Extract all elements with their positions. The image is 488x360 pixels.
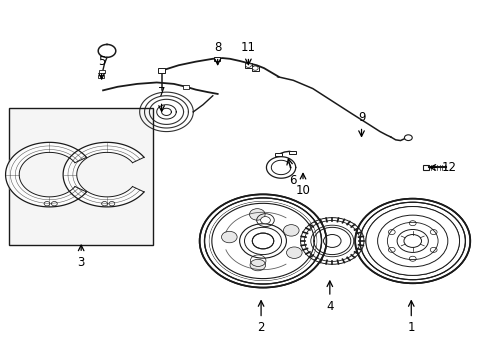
Bar [422,165,428,170]
Polygon shape [63,142,144,207]
Circle shape [252,233,273,249]
Circle shape [209,202,316,280]
Text: 3: 3 [77,245,84,269]
Circle shape [249,259,265,271]
Text: 9: 9 [357,111,365,136]
Text: 8: 8 [214,41,221,65]
Circle shape [365,207,459,275]
Text: 11: 11 [241,41,255,65]
Circle shape [260,217,270,224]
Bar [244,63,251,68]
Bar [98,75,104,78]
Polygon shape [5,142,86,207]
Text: 5: 5 [98,55,105,79]
Text: 7: 7 [158,86,165,111]
Circle shape [283,225,299,236]
Circle shape [403,234,421,247]
Circle shape [404,135,411,140]
Text: 2: 2 [257,301,264,334]
Bar [158,68,164,73]
Circle shape [221,231,237,243]
Circle shape [323,234,340,247]
Circle shape [252,66,258,70]
Circle shape [245,63,251,67]
Text: 10: 10 [295,174,310,197]
Bar [214,57,220,61]
Bar [183,85,189,89]
Circle shape [249,209,264,220]
Bar [251,66,258,71]
Text: 1: 1 [407,301,414,334]
Bar [9,108,153,244]
Bar [99,69,105,73]
Circle shape [286,247,302,258]
Text: 12: 12 [429,161,456,174]
Text: 4: 4 [325,281,333,313]
Bar [288,150,296,154]
Bar [274,153,282,156]
Text: 6: 6 [286,159,296,186]
